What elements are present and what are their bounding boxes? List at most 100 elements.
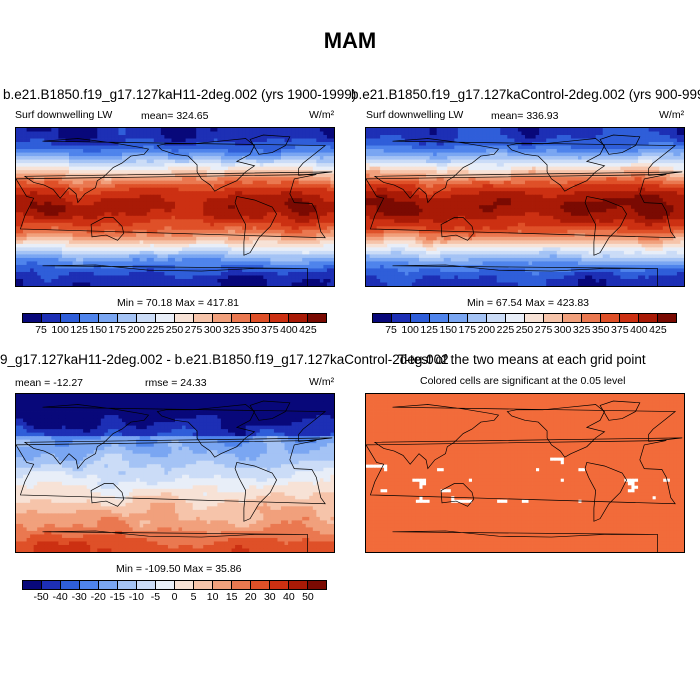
grid-cell bbox=[83, 282, 88, 286]
grid-cell bbox=[47, 152, 52, 157]
grid-cell bbox=[100, 208, 105, 213]
grid-cell bbox=[273, 131, 278, 136]
grid-cell bbox=[411, 149, 416, 153]
grid-cell bbox=[167, 208, 172, 213]
grid-cell bbox=[114, 166, 119, 171]
grid-cell bbox=[302, 208, 307, 213]
grid-cell bbox=[153, 184, 158, 189]
grid-cell bbox=[51, 264, 56, 269]
grid-cell bbox=[326, 219, 331, 224]
grid-cell bbox=[51, 166, 56, 171]
grid-cell bbox=[132, 152, 137, 157]
grid-cell bbox=[51, 198, 56, 203]
grid-cell bbox=[408, 128, 413, 132]
grid-cell bbox=[277, 254, 282, 259]
grid-cell bbox=[387, 135, 392, 139]
grid-cell bbox=[182, 173, 186, 178]
grid-cell bbox=[33, 282, 38, 286]
grid-cell bbox=[97, 264, 102, 269]
grid-cell bbox=[210, 243, 215, 248]
grid-cell bbox=[37, 236, 42, 241]
grid-cell bbox=[65, 247, 70, 252]
grid-cell bbox=[129, 187, 133, 192]
grid-cell bbox=[298, 149, 303, 153]
grid-cell bbox=[457, 135, 462, 139]
grid-cell bbox=[167, 163, 172, 168]
grid-cell bbox=[37, 191, 42, 196]
grid-cell bbox=[245, 180, 250, 185]
grid-cell bbox=[19, 250, 24, 255]
grid-cell bbox=[182, 177, 186, 182]
grid-cell bbox=[415, 135, 420, 139]
grid-cell bbox=[242, 268, 247, 273]
grid-cell bbox=[153, 243, 158, 248]
grid-cell bbox=[76, 215, 80, 220]
grid-cell bbox=[373, 135, 377, 139]
grid-cell bbox=[44, 229, 49, 234]
grid-cell bbox=[270, 166, 275, 171]
grid-cell bbox=[263, 170, 268, 175]
grid-cell bbox=[203, 233, 208, 238]
grid-cell bbox=[196, 236, 201, 241]
grid-cell bbox=[305, 166, 310, 171]
grid-cell bbox=[291, 226, 296, 231]
grid-cell bbox=[284, 282, 289, 286]
grid-cell bbox=[51, 226, 56, 231]
grid-cell bbox=[680, 131, 684, 136]
grid-cell bbox=[266, 201, 271, 206]
grid-cell bbox=[486, 149, 491, 153]
grid-cell bbox=[235, 275, 239, 280]
grid-cell bbox=[122, 275, 126, 280]
grid-cell bbox=[118, 135, 123, 139]
grid-cell bbox=[33, 205, 38, 210]
grid-cell bbox=[256, 138, 261, 143]
grid-cell bbox=[330, 152, 334, 157]
grid-cell bbox=[249, 243, 254, 248]
grid-cell bbox=[153, 177, 158, 182]
grid-cell bbox=[525, 138, 529, 143]
grid-cell bbox=[220, 247, 225, 252]
grid-cell bbox=[266, 240, 271, 245]
grid-cell bbox=[326, 215, 331, 220]
grid-cell bbox=[58, 170, 63, 175]
grid-cell bbox=[259, 278, 264, 283]
grid-cell bbox=[500, 159, 505, 164]
grid-cell bbox=[295, 180, 300, 185]
grid-cell bbox=[213, 128, 218, 132]
grid-cell bbox=[259, 254, 264, 259]
grid-cell bbox=[210, 240, 215, 245]
grid-cell bbox=[302, 268, 307, 273]
grid-cell bbox=[298, 275, 303, 280]
grid-cell bbox=[500, 142, 505, 146]
grid-cell bbox=[157, 159, 162, 164]
grid-cell bbox=[26, 219, 31, 224]
grid-cell bbox=[228, 219, 232, 224]
grid-cell bbox=[61, 261, 66, 266]
grid-cell bbox=[263, 159, 268, 164]
grid-cell bbox=[157, 215, 162, 220]
grid-cell bbox=[609, 156, 614, 160]
grid-cell bbox=[69, 128, 73, 132]
grid-cell bbox=[249, 170, 254, 175]
grid-cell bbox=[51, 184, 56, 189]
grid-cell bbox=[295, 131, 300, 136]
grid-cell bbox=[199, 261, 204, 266]
grid-cell bbox=[217, 275, 222, 280]
grid-cell bbox=[220, 222, 225, 227]
grid-cell bbox=[69, 229, 73, 234]
grid-cell bbox=[51, 194, 56, 199]
grid-cell bbox=[58, 261, 63, 266]
grid-cell bbox=[30, 215, 35, 220]
grid-cell bbox=[235, 229, 239, 234]
grid-cell bbox=[252, 236, 257, 241]
grid-cell bbox=[319, 145, 324, 150]
grid-cell bbox=[100, 145, 105, 150]
grid-cell bbox=[231, 282, 236, 286]
grid-cell bbox=[182, 268, 186, 273]
grid-cell bbox=[69, 215, 73, 220]
grid-cell bbox=[83, 128, 88, 132]
grid-cell bbox=[114, 278, 119, 283]
grid-cell bbox=[401, 149, 406, 153]
grid-cell bbox=[588, 159, 593, 164]
grid-cell bbox=[167, 128, 172, 132]
